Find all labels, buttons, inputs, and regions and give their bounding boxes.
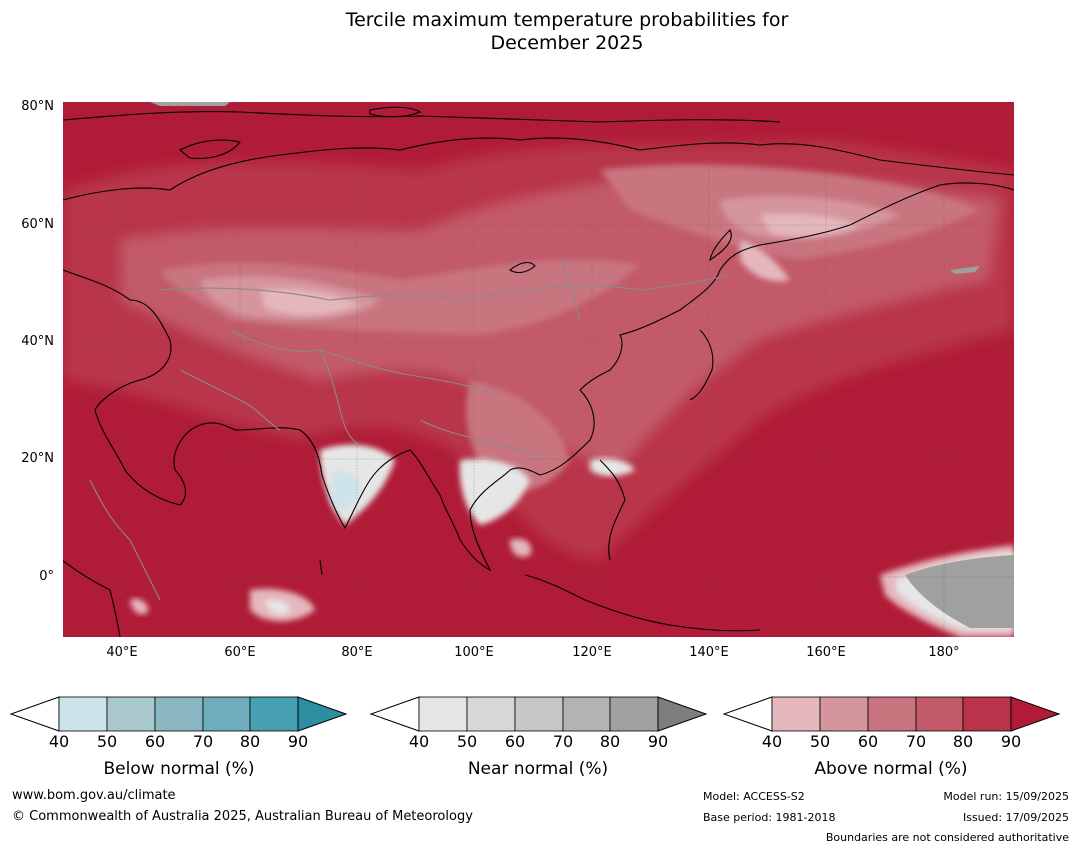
footer-base-period: Base period: 1981-2018 bbox=[703, 811, 836, 824]
colorbar-below-label: Below normal (%) bbox=[103, 759, 255, 779]
tick: 70 bbox=[552, 732, 574, 751]
colorbar-above-label: Above normal (%) bbox=[814, 759, 968, 779]
lat-label-80n: 80°N bbox=[21, 99, 54, 114]
tick: 60 bbox=[857, 732, 879, 751]
lon-label-160e: 160°E bbox=[806, 645, 846, 660]
tick: 50 bbox=[96, 732, 118, 751]
tick: 80 bbox=[952, 732, 974, 751]
probability-field bbox=[63, 102, 1014, 637]
tick: 90 bbox=[1000, 732, 1022, 751]
tick: 40 bbox=[48, 732, 70, 751]
tick: 40 bbox=[761, 732, 783, 751]
tick: 80 bbox=[239, 732, 261, 751]
lon-label-60e: 60°E bbox=[224, 645, 256, 660]
coastlines bbox=[63, 106, 1014, 637]
lon-label-100e: 100°E bbox=[454, 645, 494, 660]
colorbar-above bbox=[722, 696, 1061, 732]
tick: 50 bbox=[456, 732, 478, 751]
footer-copyright: © Commonwealth of Australia 2025, Austra… bbox=[12, 809, 473, 824]
colorbar-near bbox=[369, 696, 708, 732]
lat-label-60n: 60°N bbox=[21, 217, 54, 232]
colorbar-near-label: Near normal (%) bbox=[467, 759, 609, 779]
tick: 70 bbox=[192, 732, 214, 751]
tick: 90 bbox=[287, 732, 309, 751]
lat-label-20n: 20°N bbox=[21, 451, 54, 466]
tick: 60 bbox=[504, 732, 526, 751]
country-borders bbox=[89, 259, 731, 601]
lat-label-0: 0° bbox=[39, 569, 54, 584]
colorbar-below bbox=[9, 696, 348, 732]
footer-model: Model: ACCESS-S2 bbox=[703, 790, 805, 803]
tick: 60 bbox=[144, 732, 166, 751]
tick: 50 bbox=[809, 732, 831, 751]
map-title: Tercile maximum temperature probabilitie… bbox=[0, 9, 1081, 55]
title-line-1: Tercile maximum temperature probabilitie… bbox=[345, 9, 789, 31]
footer-issued: Issued: 17/09/2025 bbox=[962, 811, 1069, 824]
graticule bbox=[63, 102, 1014, 637]
lon-label-140e: 140°E bbox=[689, 645, 729, 660]
tick: 80 bbox=[599, 732, 621, 751]
lon-label-40e: 40°E bbox=[106, 645, 138, 660]
lat-label-40n: 40°N bbox=[21, 334, 54, 349]
tick: 40 bbox=[408, 732, 430, 751]
tick: 90 bbox=[647, 732, 669, 751]
lon-label-180: 180° bbox=[928, 645, 960, 660]
tick: 70 bbox=[905, 732, 927, 751]
footer-disclaimer: Boundaries are not considered authoritat… bbox=[825, 831, 1069, 844]
footer-model-run: Model run: 15/09/2025 bbox=[943, 790, 1069, 803]
title-line-2: December 2025 bbox=[490, 32, 644, 54]
lon-label-80e: 80°E bbox=[341, 645, 373, 660]
footer-url: www.bom.gov.au/climate bbox=[12, 788, 176, 803]
lon-label-120e: 120°E bbox=[572, 645, 612, 660]
